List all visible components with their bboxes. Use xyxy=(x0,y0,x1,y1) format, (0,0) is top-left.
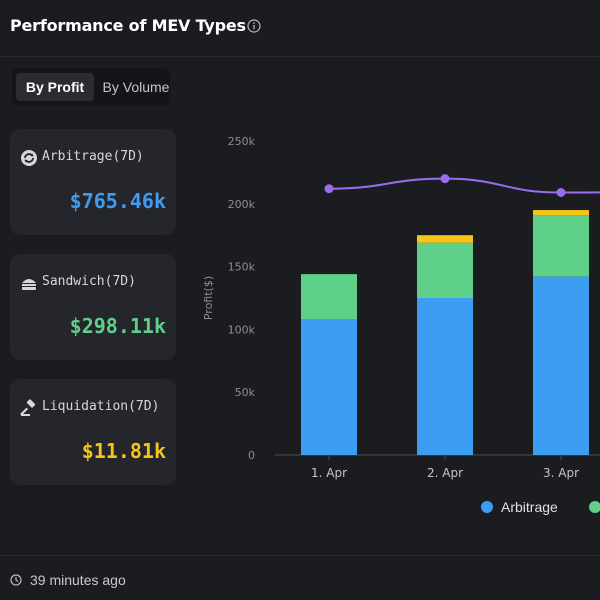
page-title: Performance of MEV Types xyxy=(10,16,246,35)
panel-footer: 39 minutes ago xyxy=(0,555,600,600)
x-tick-label: 2. Apr xyxy=(427,466,463,480)
toggle-by-volume[interactable]: By Volume xyxy=(102,79,170,95)
legend-marker-sandwich xyxy=(589,501,600,513)
sandwich-label: Sandwich(7D) xyxy=(42,274,136,289)
bar-liquidation xyxy=(417,235,473,243)
bar-arbitrage xyxy=(417,298,473,455)
y-tick-label: 250k xyxy=(228,135,256,148)
legend-label-arbitrage: Arbitrage xyxy=(501,499,558,515)
bar-liquidation xyxy=(533,210,589,216)
y-tick-label: 0 xyxy=(248,449,255,462)
trend-point xyxy=(440,174,450,184)
arbitrage-icon xyxy=(21,150,37,166)
y-axis-label: Profit($) xyxy=(202,276,215,320)
gavel-icon xyxy=(20,399,36,416)
y-tick-label: 100k xyxy=(228,323,256,336)
sandwich-icon xyxy=(22,279,36,290)
last-updated: 39 minutes ago xyxy=(30,572,126,588)
liquidation-card: Liquidation(7D) $11.81k xyxy=(10,379,176,485)
info-icon[interactable] xyxy=(247,19,261,33)
y-tick-label: 50k xyxy=(235,386,256,399)
toggle-by-profit[interactable]: By Profit xyxy=(16,73,94,101)
sandwich-card: Sandwich(7D) $298.11k xyxy=(10,254,176,360)
arbitrage-label: Arbitrage(7D) xyxy=(42,149,144,164)
bar-sandwich xyxy=(301,274,357,320)
panel-header: Performance of MEV Types xyxy=(0,0,600,57)
bar-sandwich xyxy=(417,242,473,298)
x-tick-label: 1. Apr xyxy=(311,466,347,480)
arbitrage-card: Arbitrage(7D) $765.46k xyxy=(10,129,176,235)
trend-point xyxy=(324,184,334,194)
bar-arbitrage xyxy=(301,319,357,455)
metric-toggle: By Profit By Volume xyxy=(12,68,170,106)
y-tick-label: 200k xyxy=(228,198,256,211)
legend-marker-arbitrage xyxy=(481,501,493,513)
profit-chart: 0 50k 100k 150k 200k 250k Profit($) 1. Apr 2. Ap… xyxy=(202,135,600,515)
x-tick-label: 3. Apr xyxy=(543,466,579,480)
arbitrage-value: $765.46k xyxy=(69,189,166,213)
bar-sandwich xyxy=(533,215,589,277)
trend-point xyxy=(556,187,566,197)
sandwich-value: $298.11k xyxy=(69,314,166,338)
bar-arbitrage xyxy=(533,276,589,455)
liquidation-label: Liquidation(7D) xyxy=(42,399,160,414)
y-tick-label: 150k xyxy=(228,261,256,274)
liquidation-value: $11.81k xyxy=(81,439,166,463)
clock-icon xyxy=(10,574,22,586)
